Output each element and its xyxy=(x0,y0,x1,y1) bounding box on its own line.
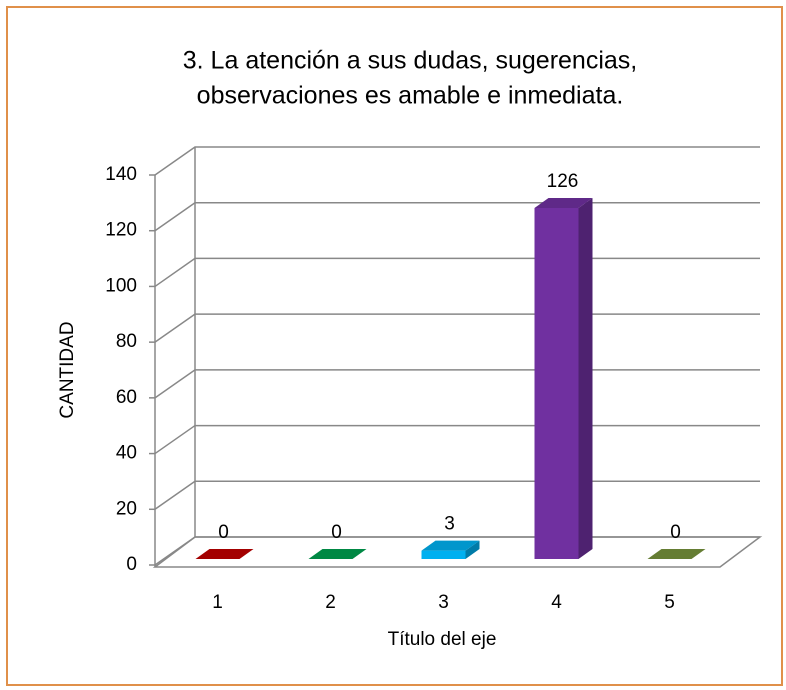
frame xyxy=(6,6,783,686)
x-tick-label: 2 xyxy=(325,592,336,613)
chart-title: observaciones es amable e inmediata. xyxy=(197,82,624,110)
bar xyxy=(534,198,593,559)
bar-face xyxy=(421,540,480,551)
bar-face xyxy=(421,550,466,559)
bar xyxy=(647,549,706,559)
chart-title: 3. La atención a sus dudas, sugerencias, xyxy=(183,47,637,75)
y-axis-title: CANTIDAD xyxy=(57,321,78,418)
value-label: 0 xyxy=(331,522,342,543)
y-tick-label: 60 xyxy=(116,387,137,408)
value-label: 126 xyxy=(547,171,579,192)
bar xyxy=(195,549,254,559)
bar-face xyxy=(308,549,367,559)
y-tick-label: 120 xyxy=(105,220,137,241)
bar xyxy=(308,549,367,559)
x-tick-label: 1 xyxy=(212,592,223,613)
x-tick-label: 4 xyxy=(551,592,562,613)
x-axis-title: Título del eje xyxy=(388,629,497,650)
y-tick-label: 80 xyxy=(116,331,137,352)
floor xyxy=(152,536,763,568)
y-tick-label: 100 xyxy=(105,275,137,296)
y-tick-label: 140 xyxy=(105,164,137,185)
bar-face xyxy=(578,198,593,559)
x-tick-label: 3 xyxy=(438,592,449,613)
bar-face xyxy=(195,549,254,559)
value-label: 0 xyxy=(218,522,229,543)
y-tick-label: 0 xyxy=(126,554,137,575)
bar xyxy=(421,540,480,559)
bar-face xyxy=(534,198,593,208)
x-tick-label: 5 xyxy=(664,592,675,613)
y-tick-label: 40 xyxy=(116,443,137,464)
value-label: 0 xyxy=(670,522,681,543)
grid-line xyxy=(154,146,760,176)
bar-face xyxy=(647,549,706,559)
bar-face xyxy=(465,540,480,559)
bar-face xyxy=(534,208,579,559)
y-tick-label: 20 xyxy=(116,498,137,519)
value-label: 3 xyxy=(444,514,455,535)
